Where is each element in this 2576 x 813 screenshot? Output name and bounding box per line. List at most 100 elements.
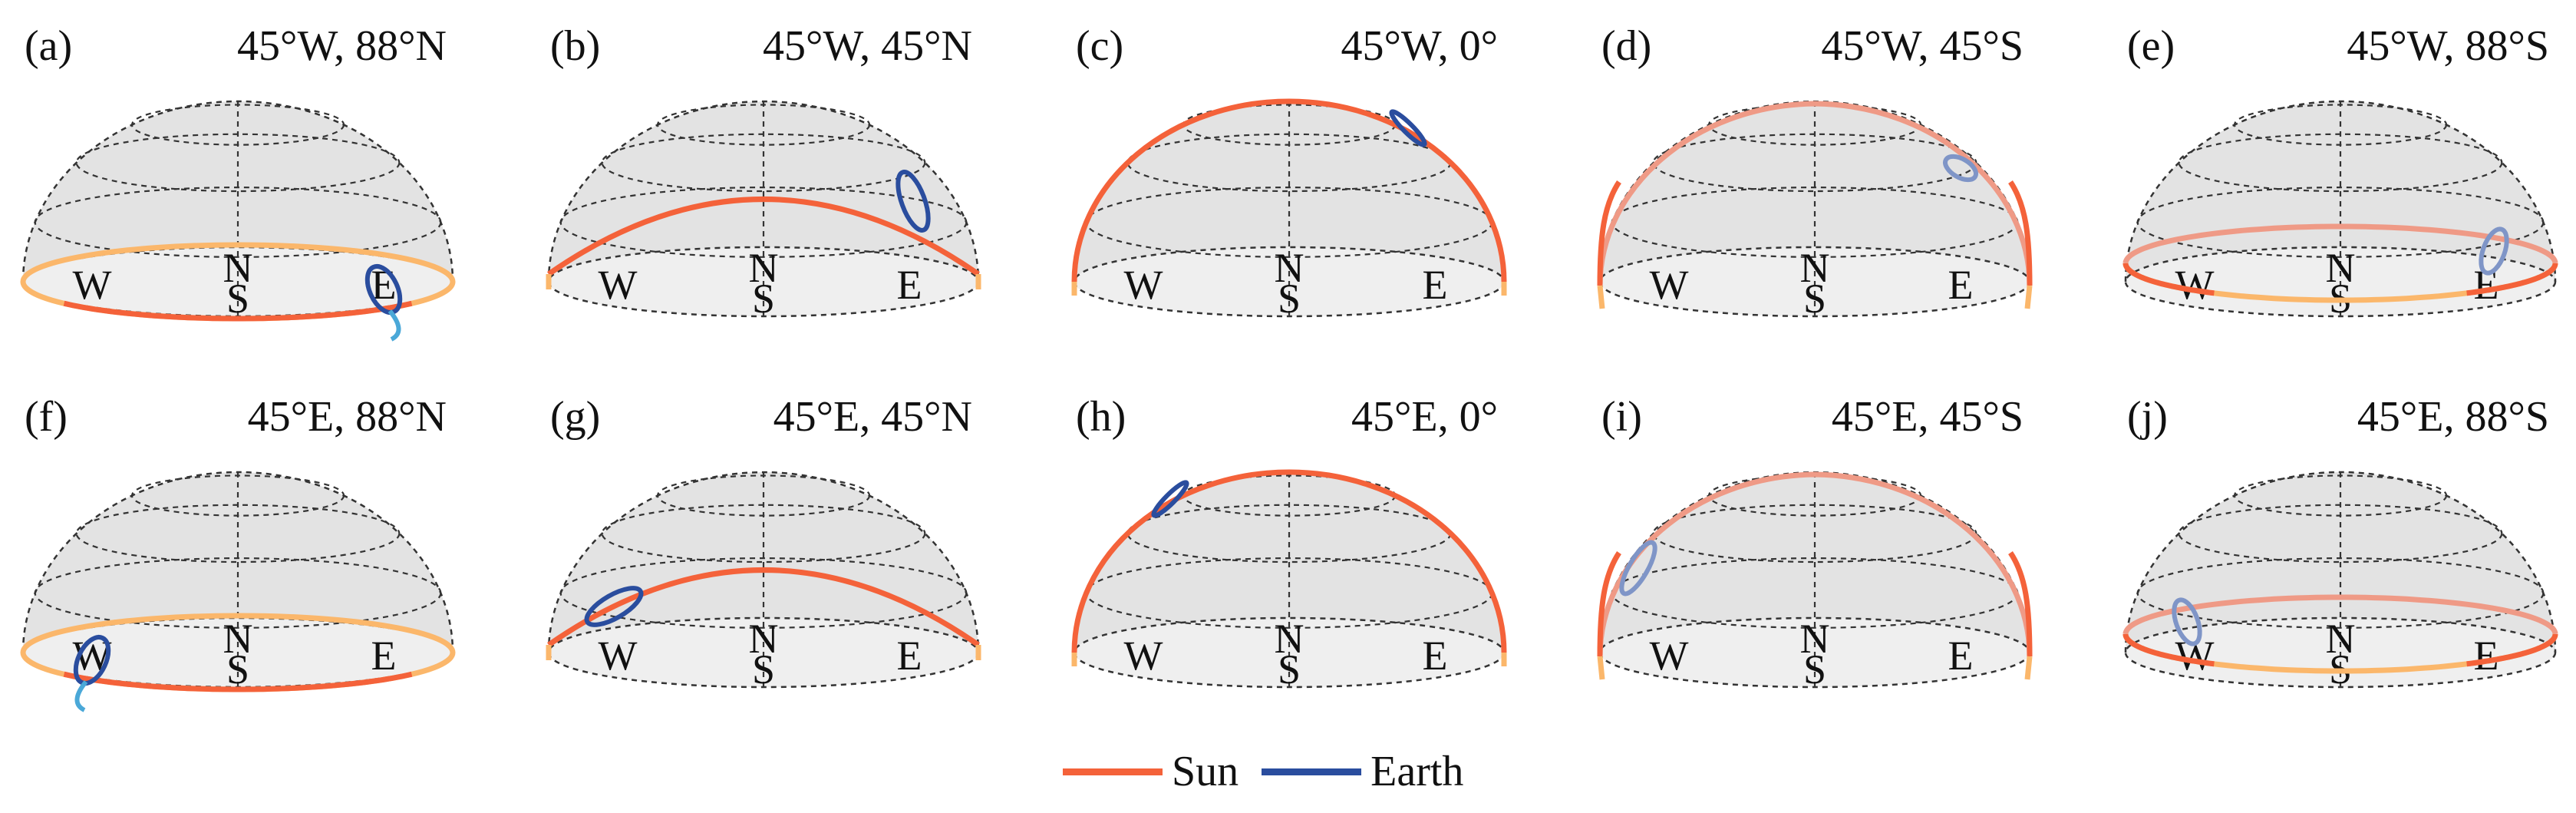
sun-path xyxy=(1071,98,1507,283)
sun-path-below xyxy=(1597,285,1605,309)
panel-coordinate: 45°E, 45°N xyxy=(773,393,972,441)
sky-dome-panel: W E NS xyxy=(1071,98,1507,322)
compass-west: W xyxy=(1124,262,1163,308)
compass-north: N xyxy=(1800,616,1830,662)
compass-north: N xyxy=(2326,616,2356,662)
compass-west: W xyxy=(599,633,638,679)
legend: Sun Earth xyxy=(1063,747,1486,796)
altitude-circle xyxy=(34,557,442,629)
panel-label: (c) xyxy=(1076,22,1124,70)
legend-item-earth: Earth xyxy=(1262,747,1463,796)
compass-south: S xyxy=(752,646,775,692)
compass-east: E xyxy=(1948,633,1974,679)
panel-coordinate: 45°E, 88°S xyxy=(2357,393,2549,441)
panel-label: (e) xyxy=(2127,22,2175,70)
legend-item-sun: Sun xyxy=(1063,747,1239,796)
compass-west: W xyxy=(73,262,112,308)
panel-label: (b) xyxy=(550,22,601,70)
sun-path xyxy=(547,197,980,276)
panel-label: (g) xyxy=(550,393,601,441)
altitude-circle xyxy=(2136,557,2545,629)
panel-coordinate: 45°E, 45°S xyxy=(1831,393,2024,441)
compass-south: S xyxy=(1803,276,1826,322)
sun-path-back xyxy=(2122,223,2558,264)
sun-path xyxy=(63,671,413,692)
compass-east: E xyxy=(1423,262,1448,308)
compass-north: N xyxy=(1275,616,1304,662)
earth-path xyxy=(1389,109,1427,147)
compass-south: S xyxy=(1803,646,1826,692)
compass-east: E xyxy=(897,262,922,308)
earth-path xyxy=(73,635,111,686)
sky-dome-panel: W E NS xyxy=(1597,100,2033,322)
compass-east: E xyxy=(2474,633,2499,679)
panel-coordinate: 45°W, 45°S xyxy=(1821,22,2024,70)
altitude-circle xyxy=(559,557,968,629)
compass-east: E xyxy=(1423,633,1448,679)
earth-path xyxy=(1943,154,1978,183)
panel-coordinate: 45°E, 0° xyxy=(1351,393,1498,441)
panel-coordinate: 45°E, 88°N xyxy=(247,393,447,441)
compass-west: W xyxy=(1650,262,1689,308)
panel-label: (f) xyxy=(25,393,68,441)
sun-path-below xyxy=(2024,656,2033,680)
earth-path xyxy=(1619,540,1657,597)
compass-west: W xyxy=(2175,262,2215,308)
compass-north: N xyxy=(223,245,253,291)
sun-path xyxy=(2466,263,2558,296)
sun-path xyxy=(1597,180,1621,286)
altitude-circle xyxy=(2136,186,2545,258)
earth-path xyxy=(895,170,931,233)
compass-north: N xyxy=(749,616,779,662)
altitude-circle xyxy=(34,186,442,258)
compass-west: W xyxy=(1124,633,1163,679)
sun-path xyxy=(1597,551,1621,657)
panel-coordinate: 45°W, 0° xyxy=(1341,22,1498,70)
compass-north: N xyxy=(749,245,779,291)
sun-path xyxy=(1071,469,1507,653)
sun-path-back xyxy=(2122,594,2558,635)
sun-path-below xyxy=(2024,285,2033,309)
compass-north: N xyxy=(2326,245,2356,291)
compass-south: S xyxy=(752,276,775,322)
panel-coordinate: 45°W, 88°N xyxy=(237,22,447,70)
panel-label: (j) xyxy=(2127,393,2168,441)
compass-east: E xyxy=(1948,262,1974,308)
compass-south: S xyxy=(226,276,249,322)
earth-legend-swatch xyxy=(1262,768,1362,775)
sun-path-below xyxy=(1597,656,1605,680)
earth-path xyxy=(2172,597,2202,646)
sky-dome-panel: W E NS xyxy=(546,100,981,322)
compass-north: N xyxy=(223,616,253,662)
altitude-circle xyxy=(559,186,968,258)
sun-path xyxy=(547,567,980,647)
sun-legend-swatch xyxy=(1063,768,1163,775)
compass-east: E xyxy=(897,633,922,679)
earth-path xyxy=(584,586,644,627)
panel-label: (d) xyxy=(1601,22,1652,70)
earth-path xyxy=(2479,226,2509,276)
sky-dome-panel: W E NS xyxy=(1071,469,1507,692)
sun-path xyxy=(63,300,413,322)
compass-south: S xyxy=(1278,646,1301,692)
compass-south: S xyxy=(1278,276,1301,322)
sky-dome-panel: W ENS xyxy=(20,471,456,712)
compass-north: N xyxy=(1275,245,1304,291)
sky-dome-panel: W ENS xyxy=(2122,100,2558,322)
sky-dome-panel: W ENS xyxy=(2122,471,2558,692)
compass-south: S xyxy=(226,646,249,692)
compass-west: W xyxy=(599,262,638,308)
panel-coordinate: 45°W, 45°N xyxy=(763,22,972,70)
sky-dome-panel: W ENS xyxy=(20,100,456,342)
compass-north: N xyxy=(1800,245,1830,291)
earth-path-below xyxy=(74,680,88,712)
compass-west: W xyxy=(1650,633,1689,679)
sun-path xyxy=(2122,633,2215,667)
sky-dome-panel: W E NS xyxy=(1597,471,2033,692)
earth-path xyxy=(364,264,403,315)
compass-east: E xyxy=(371,633,397,679)
sun-path xyxy=(2008,551,2033,657)
earth-path xyxy=(1151,480,1189,518)
panel-label: (i) xyxy=(1601,393,1642,441)
